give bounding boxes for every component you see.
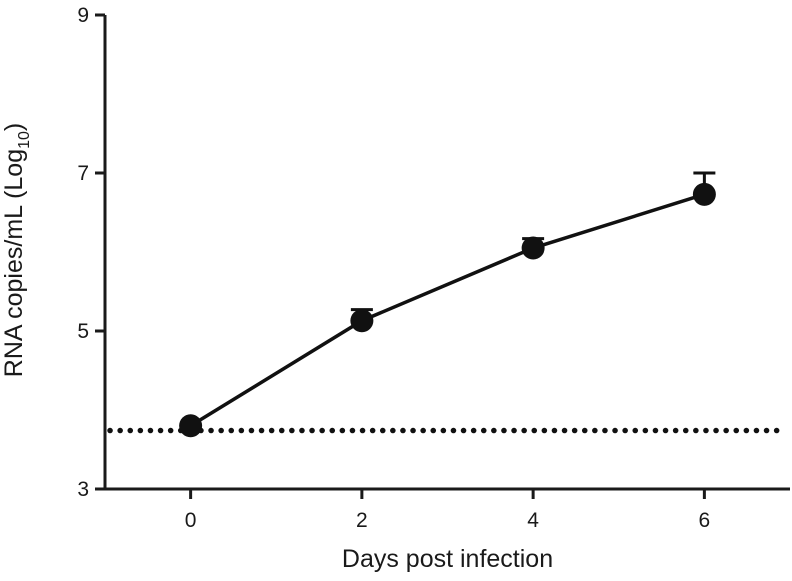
data-point — [521, 236, 545, 260]
x-ticks: 0 2 4 6 — [185, 489, 710, 532]
axes — [103, 15, 790, 491]
y-axis-label-subscript: 10 — [16, 131, 33, 149]
y-axis-label-close: ) — [0, 123, 28, 131]
x-tick-label: 0 — [185, 509, 197, 532]
y-ticks: 3 5 7 9 — [77, 4, 105, 501]
y-tick-label: 7 — [77, 162, 89, 185]
data-point — [179, 414, 203, 438]
y-tick-label: 9 — [77, 4, 89, 27]
x-tick-label: 2 — [356, 509, 368, 532]
data-point — [350, 309, 374, 333]
series-line — [189, 192, 705, 428]
data-points — [179, 182, 716, 438]
data-point — [692, 182, 716, 206]
y-axis-label-main: RNA copies/mL (Log — [0, 149, 28, 377]
y-tick-label: 3 — [77, 478, 89, 501]
x-tick-label: 4 — [527, 509, 539, 532]
y-axis-label: RNA copies/mL (Log10) — [0, 123, 33, 377]
x-tick-label: 6 — [699, 509, 711, 532]
y-tick-label: 5 — [77, 320, 89, 343]
x-axis-label: Days post infection — [342, 545, 553, 573]
